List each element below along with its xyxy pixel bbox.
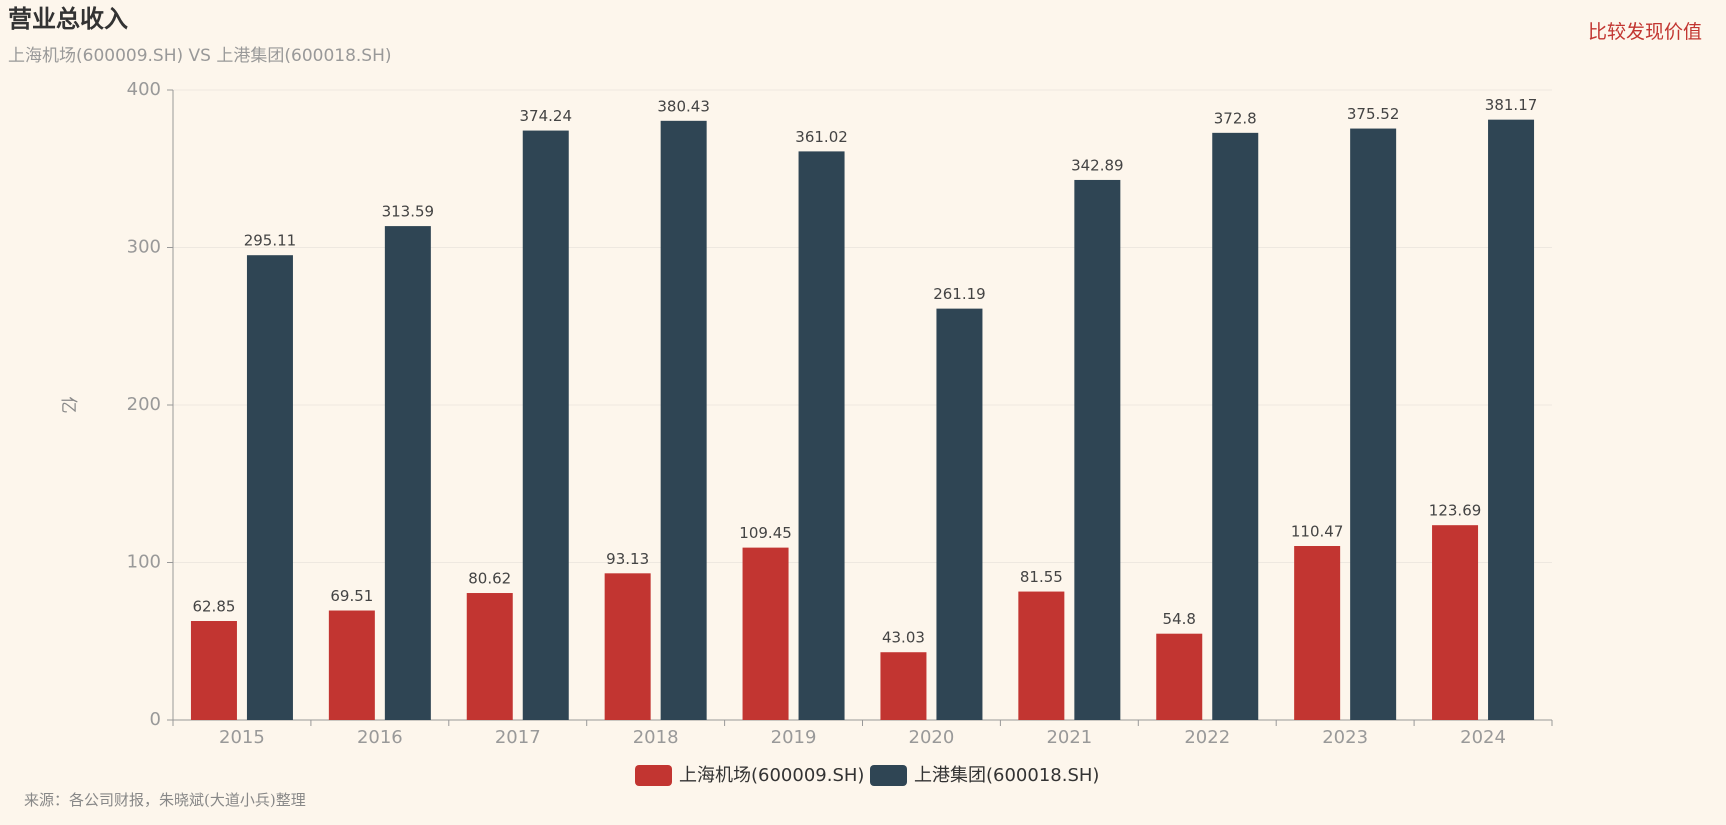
value-label: 261.19 [933, 285, 986, 303]
y-tick-label: 400 [127, 79, 161, 100]
value-label: 375.52 [1347, 105, 1400, 123]
bar [1156, 633, 1203, 720]
bar [936, 308, 983, 720]
legend-label[interactable]: 上海机场(600009.SH) [679, 765, 864, 786]
x-tick-label: 2016 [357, 727, 403, 748]
legend-swatch [870, 765, 907, 786]
bar [1488, 119, 1535, 721]
value-label: 361.02 [795, 128, 848, 146]
chart-title: 营业总收入 [8, 5, 128, 33]
x-tick-label: 2018 [633, 727, 679, 748]
value-label: 69.51 [330, 587, 373, 605]
value-label: 80.62 [468, 570, 511, 588]
bar [1350, 128, 1397, 720]
bar [604, 573, 651, 720]
value-label: 380.43 [657, 97, 710, 115]
bar [1432, 525, 1479, 720]
bar [1294, 546, 1341, 720]
bar [1074, 179, 1121, 721]
bar [190, 621, 237, 720]
y-tick-label: 300 [127, 237, 161, 258]
legend-swatch [635, 765, 672, 786]
value-label: 109.45 [739, 524, 792, 542]
bar [466, 593, 513, 720]
y-axis-label: 亿 [58, 397, 78, 414]
value-label: 381.17 [1485, 96, 1538, 114]
source-note: 来源：各公司财报，朱晓斌(大道小兵)整理 [24, 791, 306, 809]
value-label: 123.69 [1429, 502, 1482, 520]
x-tick-label: 2020 [909, 727, 955, 748]
chart-subtitle: 上海机场(600009.SH) VS 上港集团(600018.SH) [8, 46, 392, 66]
tagline: 比较发现价值 [1588, 21, 1702, 43]
y-tick-label: 200 [127, 394, 161, 415]
bar [1018, 591, 1065, 720]
bar [742, 547, 789, 720]
value-label: 110.47 [1291, 523, 1344, 541]
value-label: 81.55 [1020, 568, 1063, 586]
x-tick-label: 2022 [1184, 727, 1230, 748]
x-tick-label: 2023 [1322, 727, 1368, 748]
x-tick-label: 2015 [219, 727, 265, 748]
value-label: 43.03 [882, 629, 925, 647]
value-label: 54.8 [1163, 610, 1196, 628]
value-label: 295.11 [244, 232, 297, 250]
x-tick-label: 2024 [1460, 727, 1506, 748]
bar [798, 151, 845, 720]
bar [384, 226, 431, 720]
value-label: 372.8 [1214, 109, 1257, 127]
value-label: 374.24 [520, 107, 573, 125]
bar [328, 610, 375, 720]
y-tick-label: 0 [150, 709, 161, 730]
bar [1212, 132, 1259, 721]
x-tick-label: 2017 [495, 727, 541, 748]
value-label: 342.89 [1071, 156, 1124, 174]
bar [246, 255, 293, 720]
bar [660, 120, 707, 720]
x-tick-label: 2019 [771, 727, 817, 748]
value-label: 93.13 [606, 550, 649, 568]
value-label: 62.85 [192, 598, 235, 616]
y-tick-label: 100 [127, 552, 161, 573]
bar [880, 652, 927, 720]
bar [522, 130, 569, 720]
legend-label[interactable]: 上港集团(600018.SH) [914, 765, 1099, 786]
value-label: 313.59 [382, 203, 435, 221]
x-tick-label: 2021 [1046, 727, 1092, 748]
